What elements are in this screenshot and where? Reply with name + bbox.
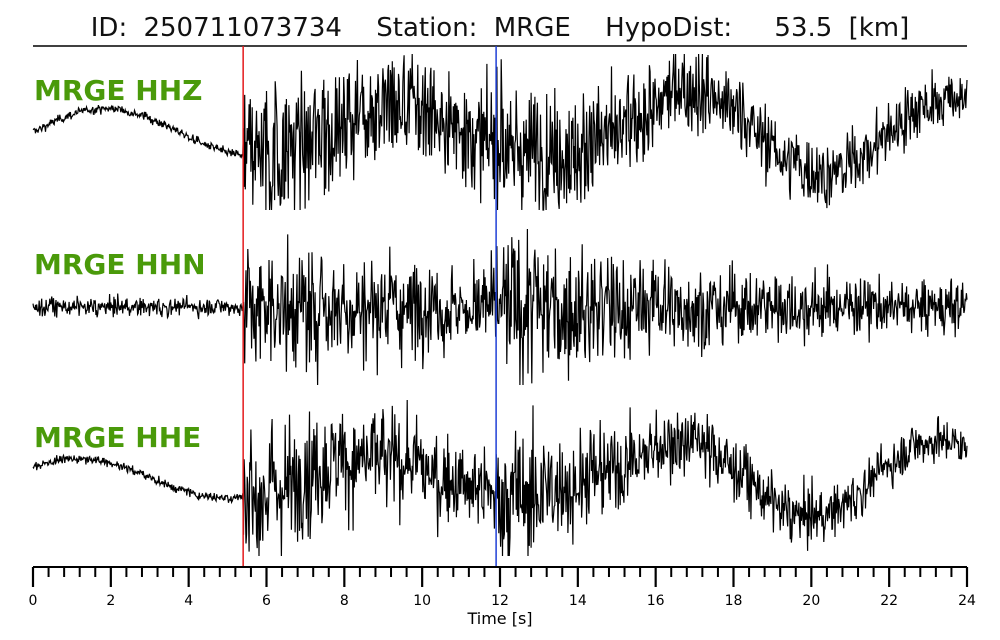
x-tick-label: 12 [491,593,509,609]
trace-label-3: MRGE HHE [34,421,201,454]
x-tick-label: 24 [958,593,976,609]
title-hypodist-value: 53.5 [774,13,832,43]
x-tick-label: 6 [262,593,271,609]
x-tick-label: 18 [725,593,743,609]
pick-lines-group [242,46,497,567]
title-hypodist-unit: [km] [849,13,910,43]
time-axis: 0 2 4 6 8 10 12 14 16 18 20 22 24 [29,566,976,609]
trace-line-1 [32,53,968,211]
x-tick-label: 10 [413,593,431,609]
title-station-value: MRGE [494,13,571,43]
x-tick-label: 16 [647,593,665,609]
x-tick-label: 2 [106,593,115,609]
x-tick-label: 8 [340,593,349,609]
x-tick-label: 0 [29,593,38,609]
trace-label-1: MRGE HHZ [34,74,202,107]
chart-title: ID: 250711073734 Station: MRGE HypoDist:… [91,13,910,43]
title-station-label: Station: [376,13,477,43]
trace-labels-group: MRGE HHZ MRGE HHN MRGE HHE [34,74,206,454]
x-tick-label: 14 [569,593,587,609]
x-tick-label: 22 [880,593,898,609]
trace-line-3 [32,399,968,557]
trace-line-2 [32,228,968,386]
x-axis-label: Time [s] [466,609,532,628]
trace-label-2: MRGE HHN [34,248,206,281]
traces-group [32,53,968,557]
title-id-value: 250711073734 [143,13,342,43]
x-tick-label: 20 [802,593,820,609]
x-tick-label: 4 [184,593,193,609]
title-hypodist-label: HypoDist: [605,13,732,43]
title-id-label: ID: [91,13,127,43]
